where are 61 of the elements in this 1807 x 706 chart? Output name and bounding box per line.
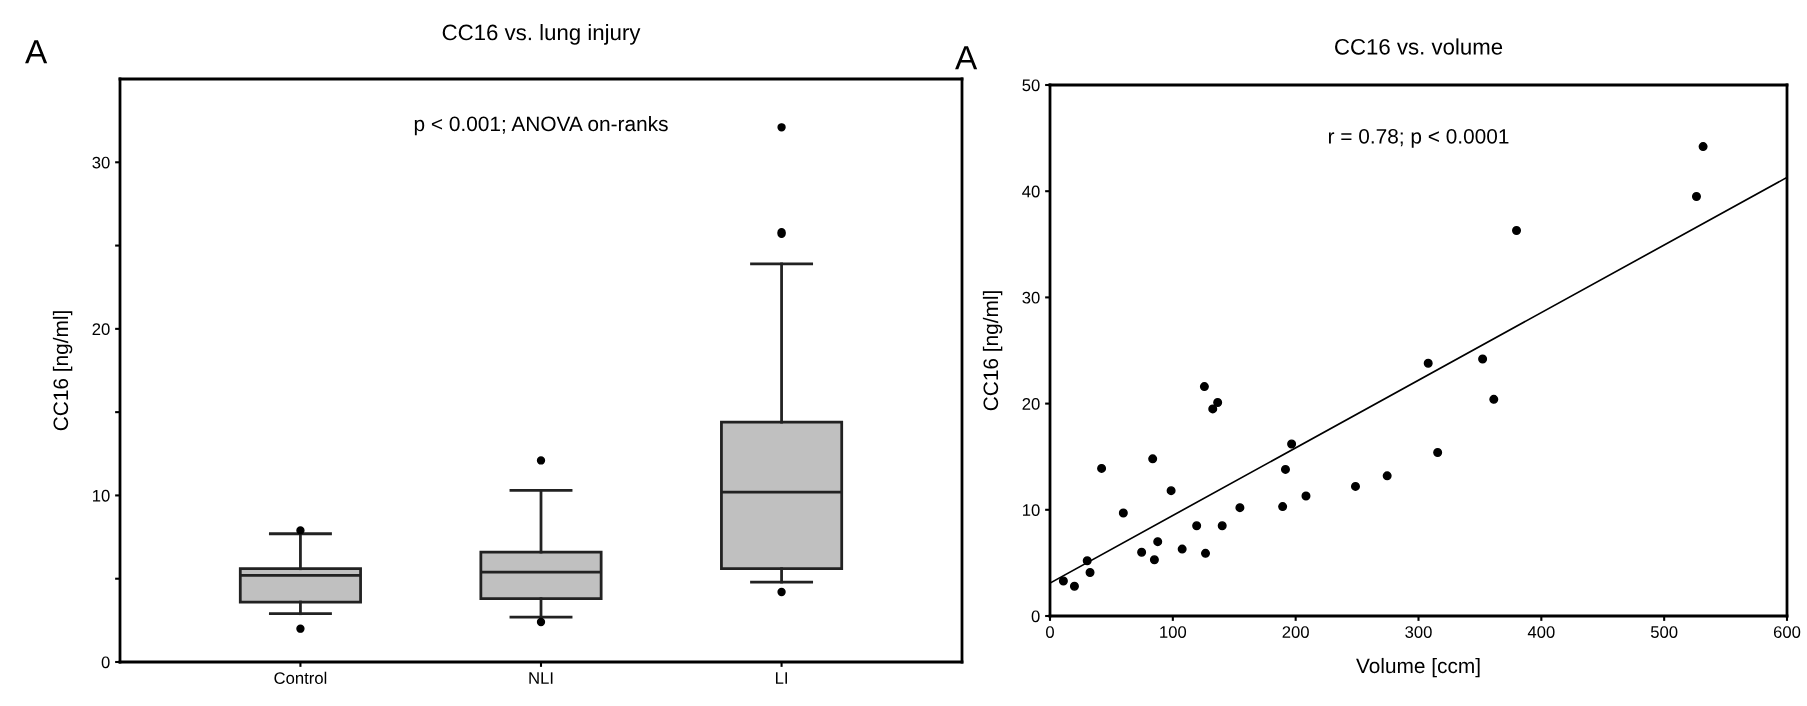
y-tick-label: 50 [1022, 79, 1040, 92]
point [1137, 547, 1147, 557]
point [1217, 521, 1227, 531]
y-tick-label: 40 [1022, 185, 1040, 198]
x-tick-label: 600 [1773, 626, 1801, 638]
chart-title: CC16 vs. lung injury [442, 24, 641, 45]
x-tick-label: 300 [1405, 626, 1432, 638]
point [1489, 394, 1499, 404]
x-tick-label: 0 [1046, 626, 1054, 638]
point [1213, 398, 1223, 408]
point [1166, 486, 1176, 496]
x-tick-label: 400 [1527, 626, 1555, 638]
y-tick-label: 20 [1022, 398, 1040, 410]
annotation: r = 0.78; p < 0.0001 [1328, 128, 1509, 148]
y-tick-label: 20 [92, 323, 110, 336]
text: A [955, 46, 978, 70]
y-tick-label: 0 [1031, 610, 1040, 623]
point [1085, 567, 1095, 577]
chart-title: CC16 vs. volume [1335, 38, 1503, 55]
point [1177, 544, 1187, 554]
y-tick-label: 10 [93, 489, 110, 502]
point [1082, 556, 1092, 566]
x-tick-label: 200 [1282, 626, 1309, 638]
point [1097, 463, 1107, 473]
x-axis-title: Volume [ccm] [1356, 657, 1480, 678]
x-tick-label: NLI [529, 672, 553, 684]
point [1423, 358, 1433, 368]
point [1698, 142, 1708, 152]
text: A [25, 40, 48, 64]
point [1278, 502, 1288, 512]
y-axis-title: CC16 [ng/ml] [982, 291, 1003, 411]
point [1691, 192, 1701, 202]
point [1433, 447, 1443, 457]
point [1199, 382, 1209, 392]
point [1201, 548, 1211, 558]
point [1235, 503, 1245, 513]
point [1280, 464, 1290, 474]
x-tick-label: 100 [1160, 626, 1187, 638]
point [1512, 225, 1522, 235]
point [1301, 491, 1311, 501]
x-tick-label: LI [775, 672, 787, 684]
x-tick-label: 500 [1650, 626, 1678, 638]
y-tick-label: 30 [92, 156, 110, 169]
y-axis-title: CC16 [ng/ml] [52, 311, 73, 431]
point [1192, 521, 1202, 531]
point [1149, 555, 1159, 565]
annotation: p < 0.001; ANOVA on-ranks [414, 115, 668, 136]
point [1058, 576, 1068, 586]
point [1148, 454, 1158, 464]
point [1382, 471, 1392, 481]
x-tick-label: Control [274, 671, 327, 684]
y-tick-label: 0 [101, 656, 110, 669]
point [1478, 354, 1488, 364]
point [1287, 439, 1297, 449]
point [1118, 508, 1128, 518]
y-tick-label: 30 [1022, 291, 1040, 304]
point [1153, 537, 1163, 547]
point [1208, 404, 1218, 414]
y-tick-label: 10 [1023, 504, 1040, 516]
point [1350, 481, 1360, 491]
point [1069, 581, 1079, 591]
